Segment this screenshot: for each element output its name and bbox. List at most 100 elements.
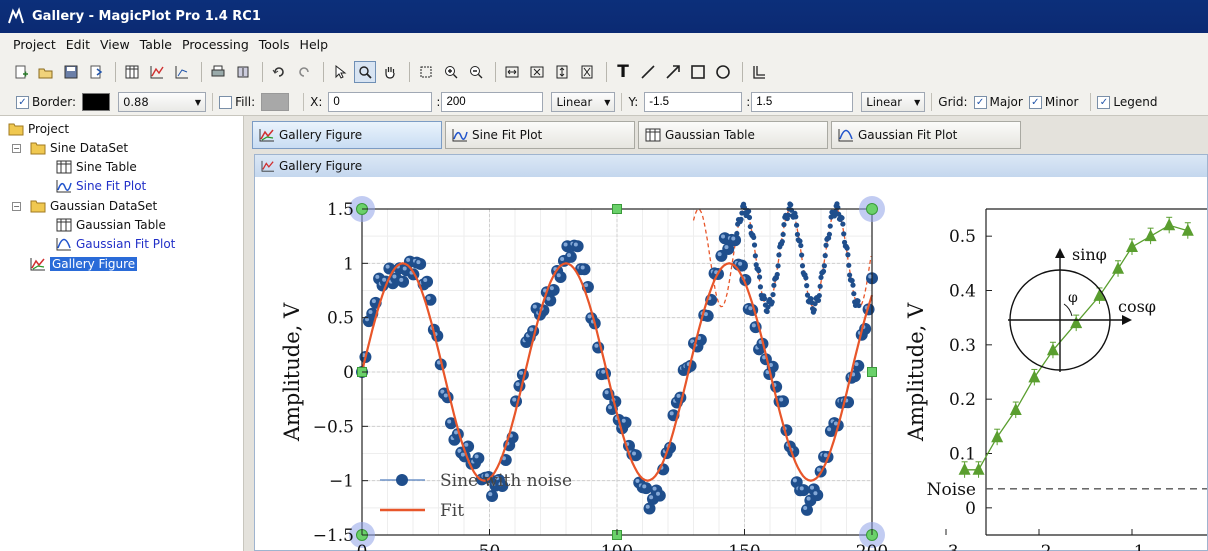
data-point-highlight	[399, 277, 404, 282]
angle-arc	[1063, 303, 1073, 317]
y-tick-label: 0.1	[949, 445, 976, 465]
toolbar-separator	[323, 62, 324, 82]
zoom-out-icon[interactable]	[465, 61, 487, 83]
menu-help[interactable]: Help	[299, 36, 329, 52]
axes-tool-icon[interactable]	[748, 61, 770, 83]
fit-all-icon[interactable]	[576, 61, 598, 83]
y-scale-select[interactable]: Linear ▼	[861, 92, 926, 112]
collapse-toggle[interactable]: −	[12, 202, 21, 211]
export-icon[interactable]	[85, 61, 107, 83]
selection-handle	[867, 367, 877, 377]
grid-major-checkbox[interactable]: ✓	[973, 95, 987, 109]
tree-item-gallery-figure[interactable]: Gallery Figure	[30, 255, 138, 273]
tab-gaussian-table[interactable]: Gaussian Table	[638, 121, 828, 149]
fit-page-icon[interactable]	[551, 61, 573, 83]
print-icon[interactable]	[207, 61, 229, 83]
data-point-highlight	[669, 411, 674, 416]
inset-data-point	[765, 304, 771, 310]
tab-sine-fit-plot[interactable]: Sine Fit Plot	[445, 121, 635, 149]
collapse-toggle[interactable]: −	[12, 144, 21, 153]
tab-gallery-figure[interactable]: Gallery Figure	[252, 121, 442, 149]
menu-project[interactable]: Project	[13, 36, 56, 52]
fill-color-swatch[interactable]	[261, 93, 290, 111]
figure-window-titlebar: Gallery Figure	[255, 155, 1207, 177]
print-preview-icon[interactable]	[232, 61, 254, 83]
redo-icon[interactable]	[293, 61, 315, 83]
zoom-select-icon[interactable]	[354, 61, 376, 83]
tree-item-sine-dataset[interactable]: Sine DataSet	[30, 139, 128, 157]
data-point-highlight	[546, 296, 551, 301]
data-point-highlight	[423, 278, 428, 283]
tab-label: Gallery Figure	[279, 128, 363, 142]
save-icon[interactable]	[60, 61, 82, 83]
y-from-input[interactable]	[644, 92, 743, 112]
ellipse-tool-icon[interactable]	[712, 61, 734, 83]
data-point-triangle	[958, 462, 971, 475]
y-tick-label: 0.4	[949, 282, 976, 302]
y-to-input[interactable]	[751, 92, 854, 112]
data-point-highlight	[549, 286, 554, 291]
inset-data-point	[752, 253, 758, 259]
window-title: Gallery - MagicPlot Pro 1.4 RC1	[32, 9, 261, 24]
select-arrow-icon[interactable]	[329, 61, 351, 83]
data-point	[722, 242, 735, 255]
menu-edit[interactable]: Edit	[65, 36, 90, 52]
inset-data-point	[793, 214, 799, 220]
tree-root-project[interactable]: Project	[8, 120, 69, 138]
data-point-highlight	[532, 304, 537, 309]
fit-line	[360, 262, 874, 482]
y-tick-label: −0.5	[313, 417, 354, 437]
x-from-input[interactable]	[328, 92, 433, 112]
zoom-in-icon[interactable]	[440, 61, 462, 83]
tree-item-label: Sine Table	[76, 160, 137, 174]
figure-icon	[259, 129, 274, 142]
tree-item-gaussian-fit-plot[interactable]: Gaussian Fit Plot	[56, 235, 175, 253]
grid-minor-checkbox[interactable]: ✓	[1028, 95, 1042, 109]
data-point-highlight	[556, 273, 561, 278]
line-tool-icon[interactable]	[637, 61, 659, 83]
undo-icon[interactable]	[268, 61, 290, 83]
border-color-swatch[interactable]	[82, 93, 111, 111]
arrow-tool-icon[interactable]	[662, 61, 684, 83]
data-point	[547, 283, 560, 296]
rectangle-tool-icon[interactable]	[687, 61, 709, 83]
new-project-icon[interactable]	[10, 61, 32, 83]
data-point-highlight	[703, 312, 708, 317]
menu-processing[interactable]: Processing	[182, 36, 249, 52]
menu-table[interactable]: Table	[139, 36, 172, 52]
x-label: X:	[310, 95, 323, 109]
figure-canvas[interactable]: 0 50 100 150 200 1.5 1 0.5 0 −0.5 −1 −1.5 Amplitude,…	[255, 177, 1207, 551]
tree-item-gaussian-table[interactable]: Gaussian Table	[56, 216, 166, 234]
zoom-fit-icon[interactable]	[415, 61, 437, 83]
fit-height-icon[interactable]	[526, 61, 548, 83]
border-checkbox[interactable]: ✓	[16, 95, 29, 109]
menu-tools[interactable]: Tools	[258, 36, 290, 52]
tree-item-gaussian-dataset[interactable]: Gaussian DataSet	[30, 197, 157, 215]
x-scale-select[interactable]: Linear ▼	[551, 92, 616, 112]
border-width-select[interactable]: 0.88 ▼	[118, 92, 207, 112]
tree-item-sine-table[interactable]: Sine Table	[56, 158, 137, 176]
x-to-input[interactable]	[441, 92, 544, 112]
open-project-icon[interactable]	[35, 61, 57, 83]
inset-data-point	[751, 242, 758, 248]
data-point-highlight	[573, 242, 578, 247]
data-point	[444, 417, 457, 430]
tree-item-sine-fit-plot[interactable]: Sine Fit Plot	[56, 177, 146, 195]
data-point-highlight	[361, 353, 366, 358]
text-tool-icon[interactable]: T	[617, 62, 629, 82]
menu-view[interactable]: View	[100, 36, 130, 52]
border-label: Border:	[32, 95, 77, 109]
data-point-marker	[811, 489, 824, 502]
tab-gaussian-fit-plot[interactable]: Gaussian Fit Plot	[831, 121, 1021, 149]
data-point	[397, 275, 410, 288]
data-point-highlight	[645, 504, 650, 509]
new-table-icon[interactable]	[121, 61, 143, 83]
inset-data-point	[851, 291, 857, 297]
inset-data-point	[803, 275, 809, 281]
pan-hand-icon[interactable]	[379, 61, 401, 83]
fit-width-icon[interactable]	[501, 61, 523, 83]
legend-checkbox[interactable]: ✓	[1097, 95, 1111, 109]
new-figure-icon[interactable]	[171, 61, 193, 83]
fill-checkbox[interactable]	[219, 95, 233, 109]
new-plot-icon[interactable]	[146, 61, 168, 83]
